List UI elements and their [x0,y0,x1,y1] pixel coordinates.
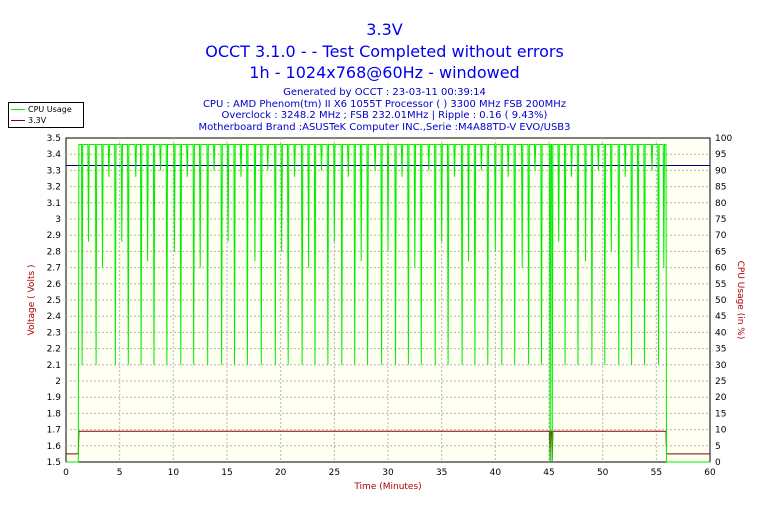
y-right-tick-label: 100 [715,134,732,144]
y-right-tick-label: 5 [715,442,721,452]
y-right-tick-label: 90 [715,166,727,176]
y-left-tick-label: 3 [55,215,61,225]
x-tick-label: 10 [168,468,180,478]
y-left-tick-label: 2 [55,377,61,387]
y-right-tick-label: 55 [715,280,726,290]
y-right-tick-label: 25 [715,377,726,387]
y-left-tick-label: 1.9 [47,393,62,403]
y-left-tick-label: 3.4 [47,150,62,160]
y-left-tick-label: 2.3 [47,328,61,338]
y-left-tick-label: 2.1 [47,361,61,371]
y-right-tick-label: 70 [715,231,727,241]
x-axis-label: Time (Minutes) [353,482,421,492]
x-tick-label: 0 [63,468,69,478]
y-left-tick-label: 2.4 [47,312,62,322]
y-left-tick-label: 1.6 [47,442,62,452]
x-tick-label: 20 [275,468,287,478]
chart-subtitle-1: OCCT 3.1.0 - - Test Completed without er… [205,42,564,61]
x-tick-label: 40 [490,468,502,478]
chart-title: 3.3V [366,20,403,39]
y-left-tick-label: 2.2 [47,345,61,355]
y-right-tick-label: 95 [715,150,726,160]
legend-label-cpu: CPU Usage [28,105,72,114]
x-tick-label: 5 [117,468,123,478]
y-right-tick-label: 30 [715,361,727,371]
y-left-tick-label: 1.7 [47,426,61,436]
y-right-tick-label: 35 [715,345,726,355]
x-tick-label: 35 [436,468,447,478]
info-cpu: CPU : AMD Phenom(tm) II X6 1055T Process… [202,99,567,110]
y-left-tick-label: 3.5 [47,134,61,144]
x-tick-label: 45 [543,468,554,478]
y-left-tick-label: 3.2 [47,183,61,193]
y-right-tick-label: 80 [715,199,727,209]
y-left-tick-label: 2.5 [47,296,61,306]
y-left-tick-label: 3.3 [47,166,61,176]
y-right-tick-label: 0 [715,458,721,468]
x-tick-label: 15 [221,468,232,478]
y-left-tick-label: 2.9 [47,231,62,241]
x-tick-label: 50 [597,468,609,478]
y-right-tick-label: 85 [715,183,726,193]
legend-swatch-voltage [11,120,25,121]
y-right-tick-label: 45 [715,312,726,322]
y-left-tick-label: 2.8 [47,247,62,257]
x-tick-label: 30 [382,468,394,478]
info-motherboard: Motherboard Brand :ASUSTeK Computer INC.… [198,122,571,133]
y-right-tick-label: 75 [715,215,726,225]
info-overclock: Overclock : 3248.2 MHz ; FSB 232.01MHz |… [221,110,548,121]
y-left-tick-label: 2.7 [47,264,61,274]
y-right-tick-label: 50 [715,296,727,306]
y-axis-label-left: Voltage ( Volts ) [27,264,37,335]
legend-swatch-cpu [11,109,25,110]
x-tick-label: 25 [329,468,340,478]
x-tick-label: 60 [704,468,716,478]
y-right-tick-label: 40 [715,328,727,338]
legend-item-cpu-usage: CPU Usage [11,104,81,115]
series-line-cpu-usage [66,144,710,463]
y-left-tick-label: 2.6 [47,280,62,290]
y-left-tick-label: 1.5 [47,458,61,468]
legend-item-voltage: 3.3V [11,115,81,126]
x-tick-label: 55 [651,468,662,478]
y-right-tick-label: 65 [715,247,726,257]
y-left-tick-label: 1.8 [47,409,62,419]
legend-label-voltage: 3.3V [28,116,47,125]
y-left-tick-label: 3.1 [47,199,61,209]
y-right-tick-label: 15 [715,409,726,419]
info-generated: Generated by OCCT : 23-03-11 00:39:14 [283,87,486,98]
chart-legend: CPU Usage 3.3V [8,102,84,128]
y-axis-label-right: CPU Usage (in %) [735,261,745,340]
y-right-tick-label: 20 [715,393,727,403]
y-right-tick-label: 10 [715,426,727,436]
chart-subtitle-2: 1h - 1024x768@60Hz - windowed [249,63,520,82]
y-right-tick-label: 60 [715,264,727,274]
